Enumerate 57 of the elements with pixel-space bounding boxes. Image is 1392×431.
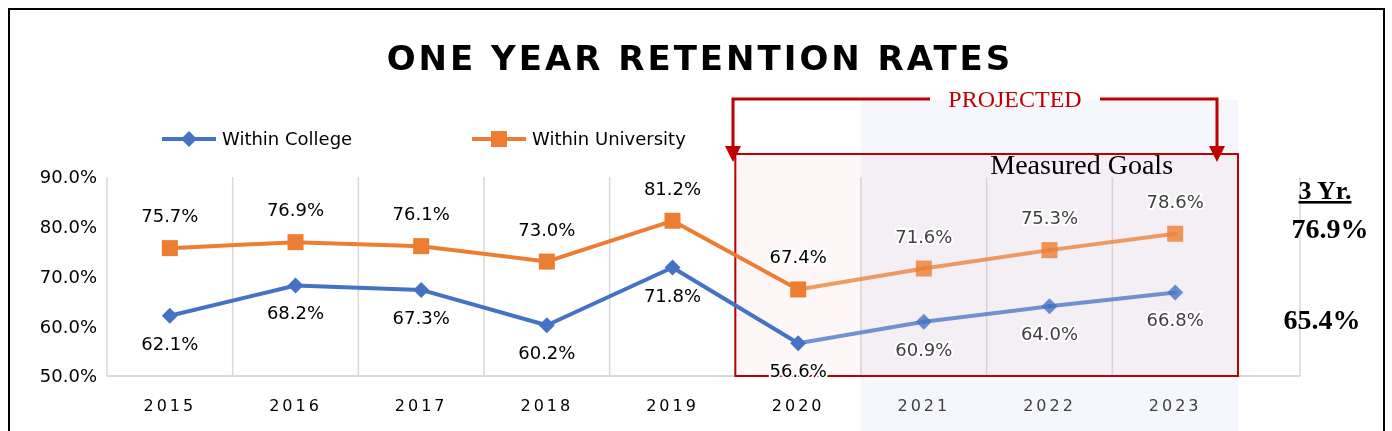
legend-label: Within College bbox=[222, 128, 353, 150]
point bbox=[1041, 242, 1058, 259]
point bbox=[1167, 284, 1184, 301]
x-tick-label: 2017 bbox=[394, 396, 448, 415]
x-tick-label: 2018 bbox=[520, 396, 574, 415]
x-tick-label: 2020 bbox=[771, 396, 825, 415]
point bbox=[287, 234, 304, 251]
chart-title: ONE YEAR RETENTION RATES bbox=[386, 38, 1014, 78]
point bbox=[664, 259, 681, 276]
x-tick-label: 2023 bbox=[1148, 396, 1202, 415]
data-label: 81.2% bbox=[643, 177, 702, 199]
point bbox=[538, 253, 555, 270]
data-label: 76.9% bbox=[266, 199, 325, 221]
data-label: 71.8% bbox=[643, 284, 702, 306]
point bbox=[790, 335, 807, 352]
point bbox=[664, 212, 681, 229]
y-tick-label: 60.0% bbox=[39, 315, 97, 337]
data-label: 73.0% bbox=[518, 218, 576, 240]
legend-label: Within University bbox=[532, 128, 687, 150]
data-label: 67.4% bbox=[769, 246, 827, 268]
data-label: 60.2% bbox=[518, 342, 576, 364]
data-label: 78.6% bbox=[1146, 190, 1204, 212]
data-label: 64.0% bbox=[1020, 323, 1079, 345]
x-tick-label: 2015 bbox=[143, 396, 197, 415]
x-tick-label: 2022 bbox=[1023, 396, 1076, 415]
data-label: 67.3% bbox=[392, 306, 450, 328]
point bbox=[790, 281, 807, 298]
data-label: 71.6% bbox=[895, 225, 953, 247]
y-tick-label: 80.0% bbox=[39, 216, 97, 238]
point bbox=[413, 281, 430, 298]
point bbox=[1167, 225, 1184, 242]
annotation: 3 Yr. bbox=[1298, 176, 1352, 205]
y-tick-label: 70.0% bbox=[39, 265, 97, 287]
data-label: 75.7% bbox=[141, 205, 199, 227]
data-label: 62.1% bbox=[141, 332, 199, 354]
data-label: 76.1% bbox=[392, 203, 450, 225]
band-label: Measured Goals bbox=[990, 149, 1174, 180]
annotation: 76.9% bbox=[1291, 213, 1369, 244]
point bbox=[1041, 298, 1058, 315]
data-label: 66.8% bbox=[1146, 309, 1204, 331]
x-tick-label: 2019 bbox=[646, 396, 699, 415]
annotation: 65.4% bbox=[1283, 304, 1361, 335]
point bbox=[413, 238, 430, 255]
point bbox=[538, 317, 555, 334]
data-label: 75.3% bbox=[1020, 207, 1079, 229]
data-label: 68.2% bbox=[266, 302, 325, 324]
point bbox=[161, 240, 178, 257]
y-tick-label: 50.0% bbox=[39, 365, 97, 387]
point bbox=[287, 277, 304, 294]
point bbox=[161, 307, 178, 324]
x-tick-label: 2021 bbox=[897, 396, 951, 415]
x-tick-label: 2016 bbox=[269, 396, 322, 415]
y-tick-label: 90.0% bbox=[39, 166, 97, 188]
data-label: 60.9% bbox=[895, 338, 953, 360]
point bbox=[915, 313, 932, 330]
point bbox=[915, 260, 932, 277]
text: PROJECTED bbox=[948, 86, 1082, 112]
